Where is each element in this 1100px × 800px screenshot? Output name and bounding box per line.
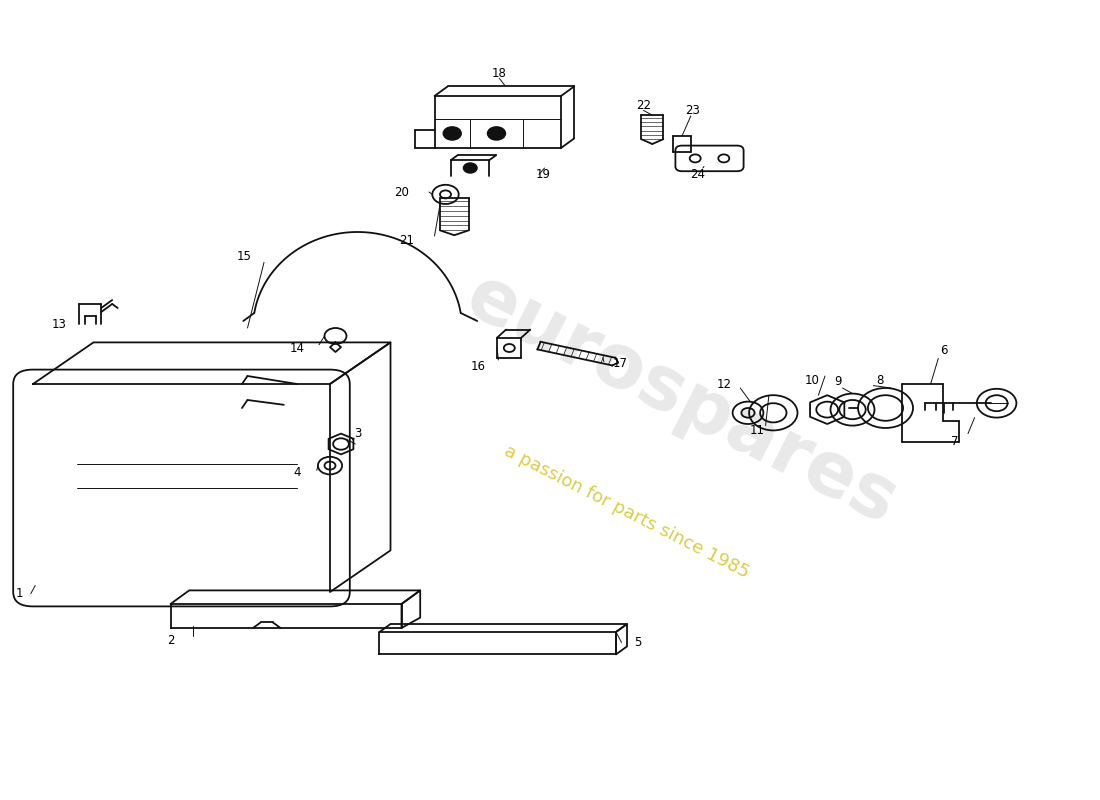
Text: 7: 7 xyxy=(952,435,958,448)
Text: 3: 3 xyxy=(354,427,361,440)
Text: 14: 14 xyxy=(289,342,305,355)
Text: 16: 16 xyxy=(471,360,486,373)
Text: 23: 23 xyxy=(685,104,701,117)
Text: 15: 15 xyxy=(236,250,252,262)
Text: 1: 1 xyxy=(16,587,23,600)
Text: 21: 21 xyxy=(399,234,415,246)
Text: 6: 6 xyxy=(940,344,947,357)
Text: 17: 17 xyxy=(613,358,628,370)
Text: 24: 24 xyxy=(690,168,705,181)
Text: 5: 5 xyxy=(635,636,641,649)
Text: 10: 10 xyxy=(804,374,820,387)
Text: 19: 19 xyxy=(536,168,551,181)
Text: 11: 11 xyxy=(749,424,764,437)
Text: a passion for parts since 1985: a passion for parts since 1985 xyxy=(502,442,752,582)
Circle shape xyxy=(464,163,477,173)
Text: 20: 20 xyxy=(394,186,409,198)
Text: 9: 9 xyxy=(835,375,842,388)
Text: 22: 22 xyxy=(636,99,651,112)
Text: 4: 4 xyxy=(294,466,300,478)
Text: 8: 8 xyxy=(877,374,883,387)
Text: 18: 18 xyxy=(492,67,507,80)
Circle shape xyxy=(443,127,461,140)
Text: eurospares: eurospares xyxy=(454,260,910,540)
Text: 2: 2 xyxy=(167,634,174,646)
Text: 12: 12 xyxy=(716,378,732,390)
Text: 13: 13 xyxy=(52,318,67,331)
Circle shape xyxy=(487,127,505,140)
